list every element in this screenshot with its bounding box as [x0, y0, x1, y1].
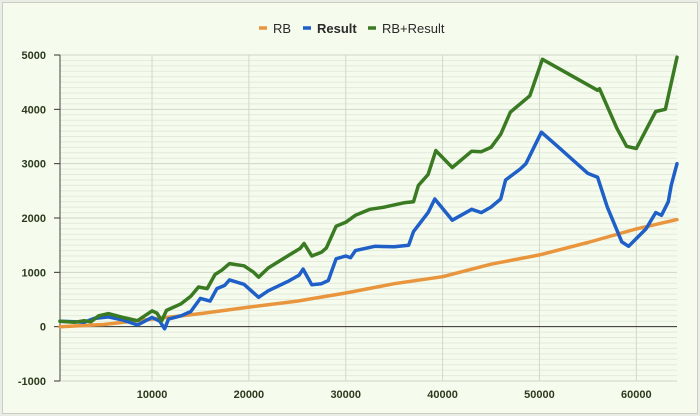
y-tick-label: 0: [40, 322, 46, 334]
x-tick-label: 20000: [234, 389, 265, 401]
y-tick-label: 4000: [22, 104, 46, 116]
x-tick-label: 10000: [137, 389, 168, 401]
axes: 10000 20000 30000 40000 50000 60000 -1000 0 1000…: [18, 50, 677, 401]
y-tick-label: 5000: [22, 50, 46, 62]
legend-label: RB: [273, 21, 291, 36]
x-tick-label: 30000: [330, 389, 361, 401]
x-tick-label: 50000: [524, 389, 555, 401]
y-tick-label: 2000: [22, 213, 46, 225]
y-tick-label: 1000: [22, 267, 46, 279]
legend-label: Result: [317, 21, 357, 36]
series-line-result: [58, 130, 679, 331]
x-tick-label: 60000: [621, 389, 652, 401]
x-tick-label: 40000: [427, 389, 458, 401]
legend-label: RB+Result: [382, 21, 445, 36]
y-tick-label: 3000: [22, 159, 46, 171]
legend: RB Result RB+Result: [259, 21, 445, 36]
gridlines: [60, 54, 677, 382]
series-line-rb-result: [58, 55, 679, 325]
y-tick-label: -1000: [18, 376, 46, 388]
series-lines: [58, 55, 679, 331]
